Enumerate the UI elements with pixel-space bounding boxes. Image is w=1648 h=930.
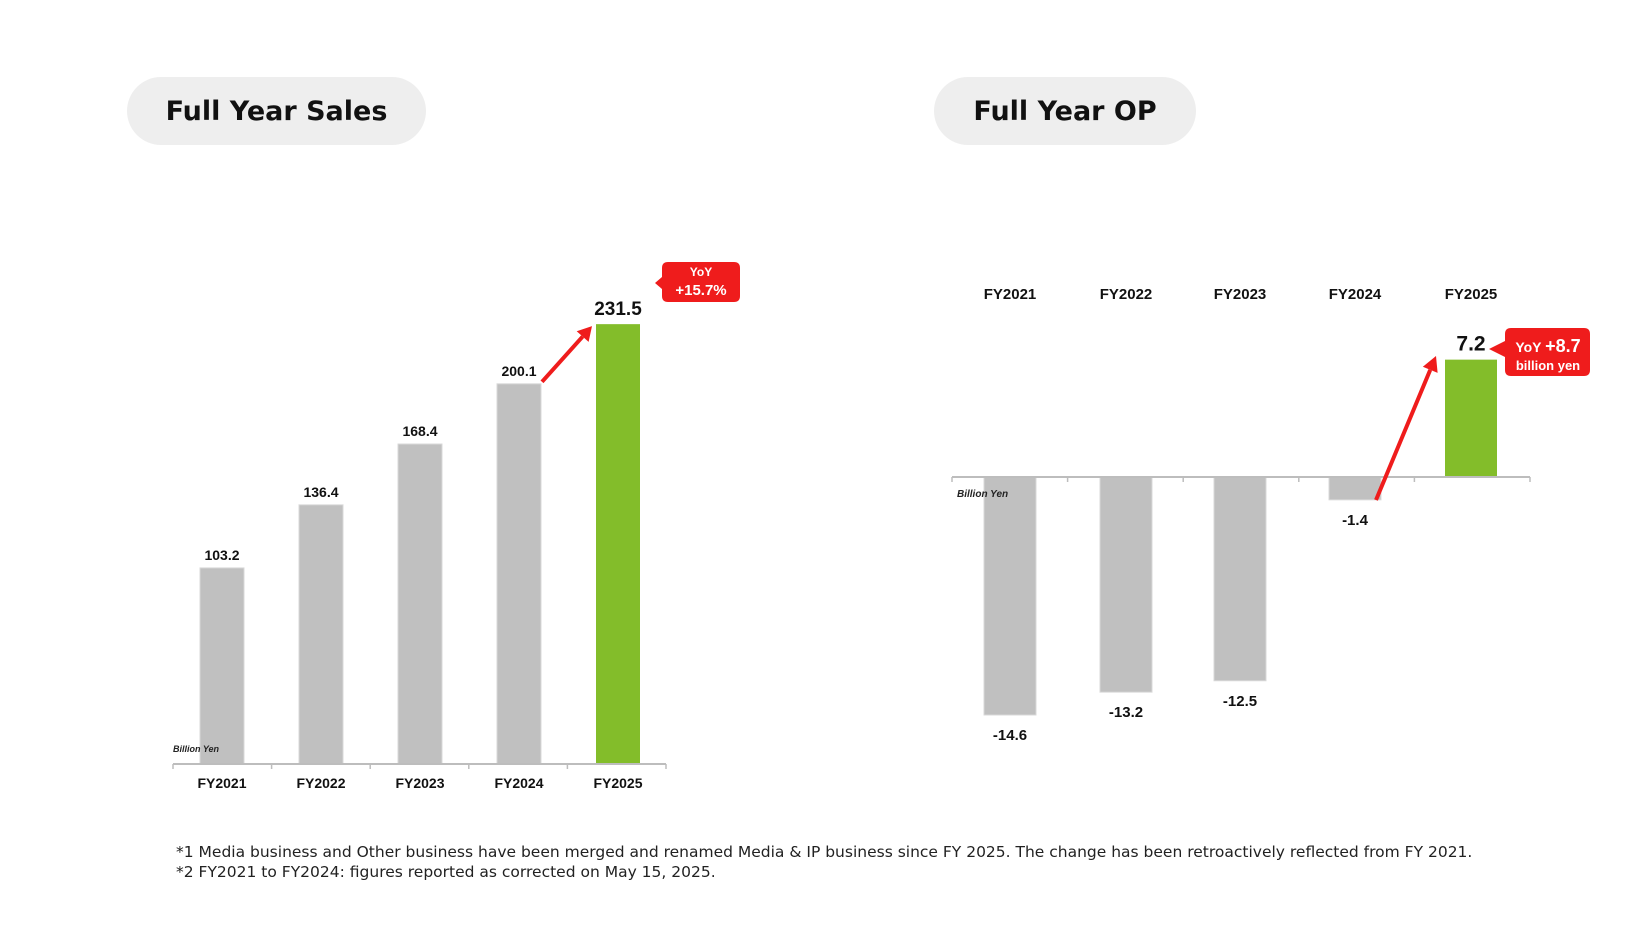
x-tick-fy2023: FY2023 [395, 775, 444, 791]
bar-fy2022 [1099, 476, 1153, 693]
yoy-callout-label: YoY +8.7 [1515, 336, 1580, 356]
data-label-fy2023: 168.4 [402, 423, 437, 439]
data-label-fy2024: 200.1 [501, 363, 536, 379]
bar-fy2023 [1213, 476, 1267, 682]
footnote-1: *1 Media business and Other business hav… [176, 843, 1473, 861]
bar-fy2023 [397, 443, 443, 765]
op-chart: -14.6 FY2021 -13.2 FY2022 -12.5 FY2023 -1.4 FY2… [951, 286, 1590, 744]
bar-fy2025 [596, 324, 640, 764]
growth-arrow [1374, 369, 1433, 501]
bar-fy2024 [1328, 476, 1382, 501]
data-label-fy2025: 231.5 [594, 299, 642, 320]
bar-fy2025 [1445, 359, 1497, 477]
yoy-callout-prefix: YoY [1515, 339, 1545, 355]
sales-chart-title: Full Year Sales [127, 77, 426, 145]
growth-arrow [540, 335, 585, 384]
x-tick-fy2024: FY2024 [494, 775, 543, 791]
data-label-fy2021: -14.6 [993, 727, 1027, 744]
yoy-callout-label: YoY [690, 265, 712, 279]
x-tick-fy2022: FY2022 [1100, 286, 1153, 303]
data-label-fy2024: -1.4 [1342, 512, 1369, 529]
x-tick-fy2021: FY2021 [984, 286, 1037, 303]
bar-fy2021 [983, 476, 1037, 716]
unit-label: Billion Yen [173, 744, 220, 754]
footnotes: *1 Media business and Other business hav… [176, 842, 1472, 882]
data-label-fy2025: 7.2 [1456, 333, 1485, 356]
data-label-fy2022: 136.4 [303, 484, 338, 500]
yoy-callout-unit: billion yen [1516, 358, 1580, 373]
unit-label: Billion Yen [957, 489, 1008, 500]
x-tick-fy2025: FY2025 [1445, 286, 1498, 303]
x-tick-fy2025: FY2025 [593, 775, 642, 791]
bar-fy2024 [496, 383, 542, 765]
growth-arrow-head [1422, 356, 1438, 373]
op-chart-title: Full Year OP [934, 77, 1196, 145]
data-label-fy2022: -13.2 [1109, 704, 1143, 721]
data-label-fy2021: 103.2 [204, 547, 239, 563]
growth-arrow-head [576, 326, 592, 342]
x-tick-fy2023: FY2023 [1214, 286, 1267, 303]
yoy-callout-value: +8.7 [1545, 336, 1581, 356]
x-tick-fy2024: FY2024 [1329, 286, 1382, 303]
yoy-callout [655, 262, 740, 302]
yoy-callout [1489, 328, 1590, 376]
bar-fy2022 [298, 504, 344, 765]
footnote-2: *2 FY2021 to FY2024: figures reported as… [176, 863, 716, 881]
sales-chart: 103.2 FY2021 136.4 FY2022 168.4 FY2023 200.1 FY… [172, 262, 740, 791]
x-tick-fy2022: FY2022 [296, 775, 345, 791]
bar-fy2021 [199, 567, 245, 765]
x-tick-fy2021: FY2021 [197, 775, 246, 791]
data-label-fy2023: -12.5 [1223, 693, 1257, 710]
yoy-callout-value: +15.7% [675, 282, 726, 299]
